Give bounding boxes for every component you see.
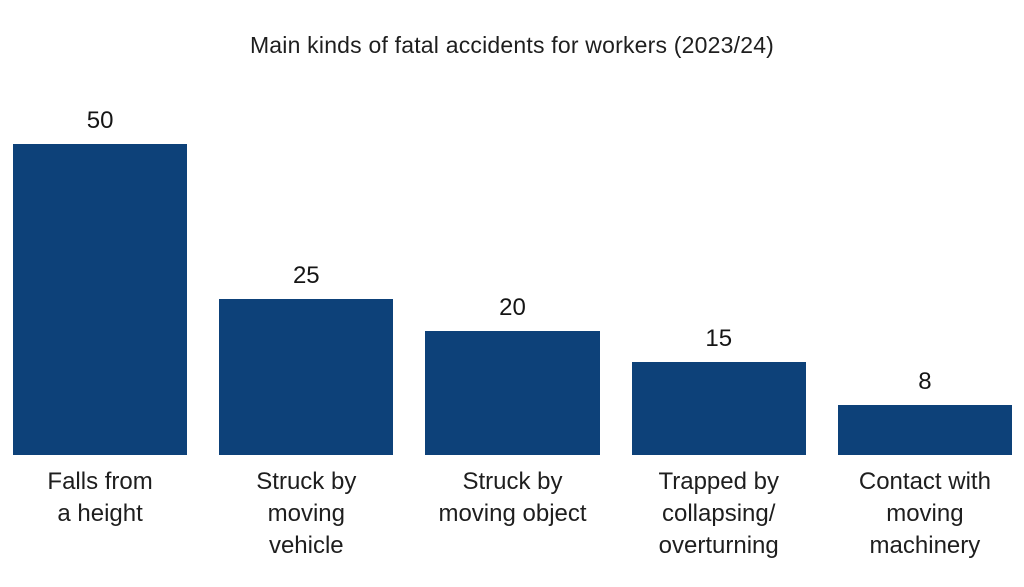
bar	[425, 331, 600, 455]
bar-value-label: 25	[292, 262, 320, 289]
plot-area: 50 25 20 15 8	[13, 0, 1013, 455]
bar-column: 15	[631, 325, 806, 455]
category-label: Falls from a height	[47, 468, 153, 527]
category-axis: Falls from a height Struck by moving vehi…	[13, 466, 1012, 562]
bar-column: 20	[425, 294, 600, 455]
bar-value-label: 20	[499, 294, 526, 321]
category-label: Trapped by collapsing/ overturning	[658, 468, 779, 559]
bar-value-label: 50	[86, 107, 114, 134]
bar-column: 50	[13, 107, 188, 455]
bar	[219, 299, 394, 455]
bar-value-label: 15	[705, 325, 733, 352]
bar-column: 25	[219, 262, 394, 455]
category-label: Struck by moving vehicle	[256, 468, 357, 559]
chart-title: Main kinds of fatal accidents for worker…	[249, 32, 775, 58]
bar	[13, 144, 188, 455]
bar-value-label: 8	[918, 368, 932, 395]
bar	[837, 405, 1013, 455]
category-label: Struck by moving object	[438, 468, 587, 527]
bar	[631, 362, 806, 455]
bar-column: 8	[837, 368, 1013, 455]
category-label: Contact with moving machinery	[858, 468, 991, 559]
